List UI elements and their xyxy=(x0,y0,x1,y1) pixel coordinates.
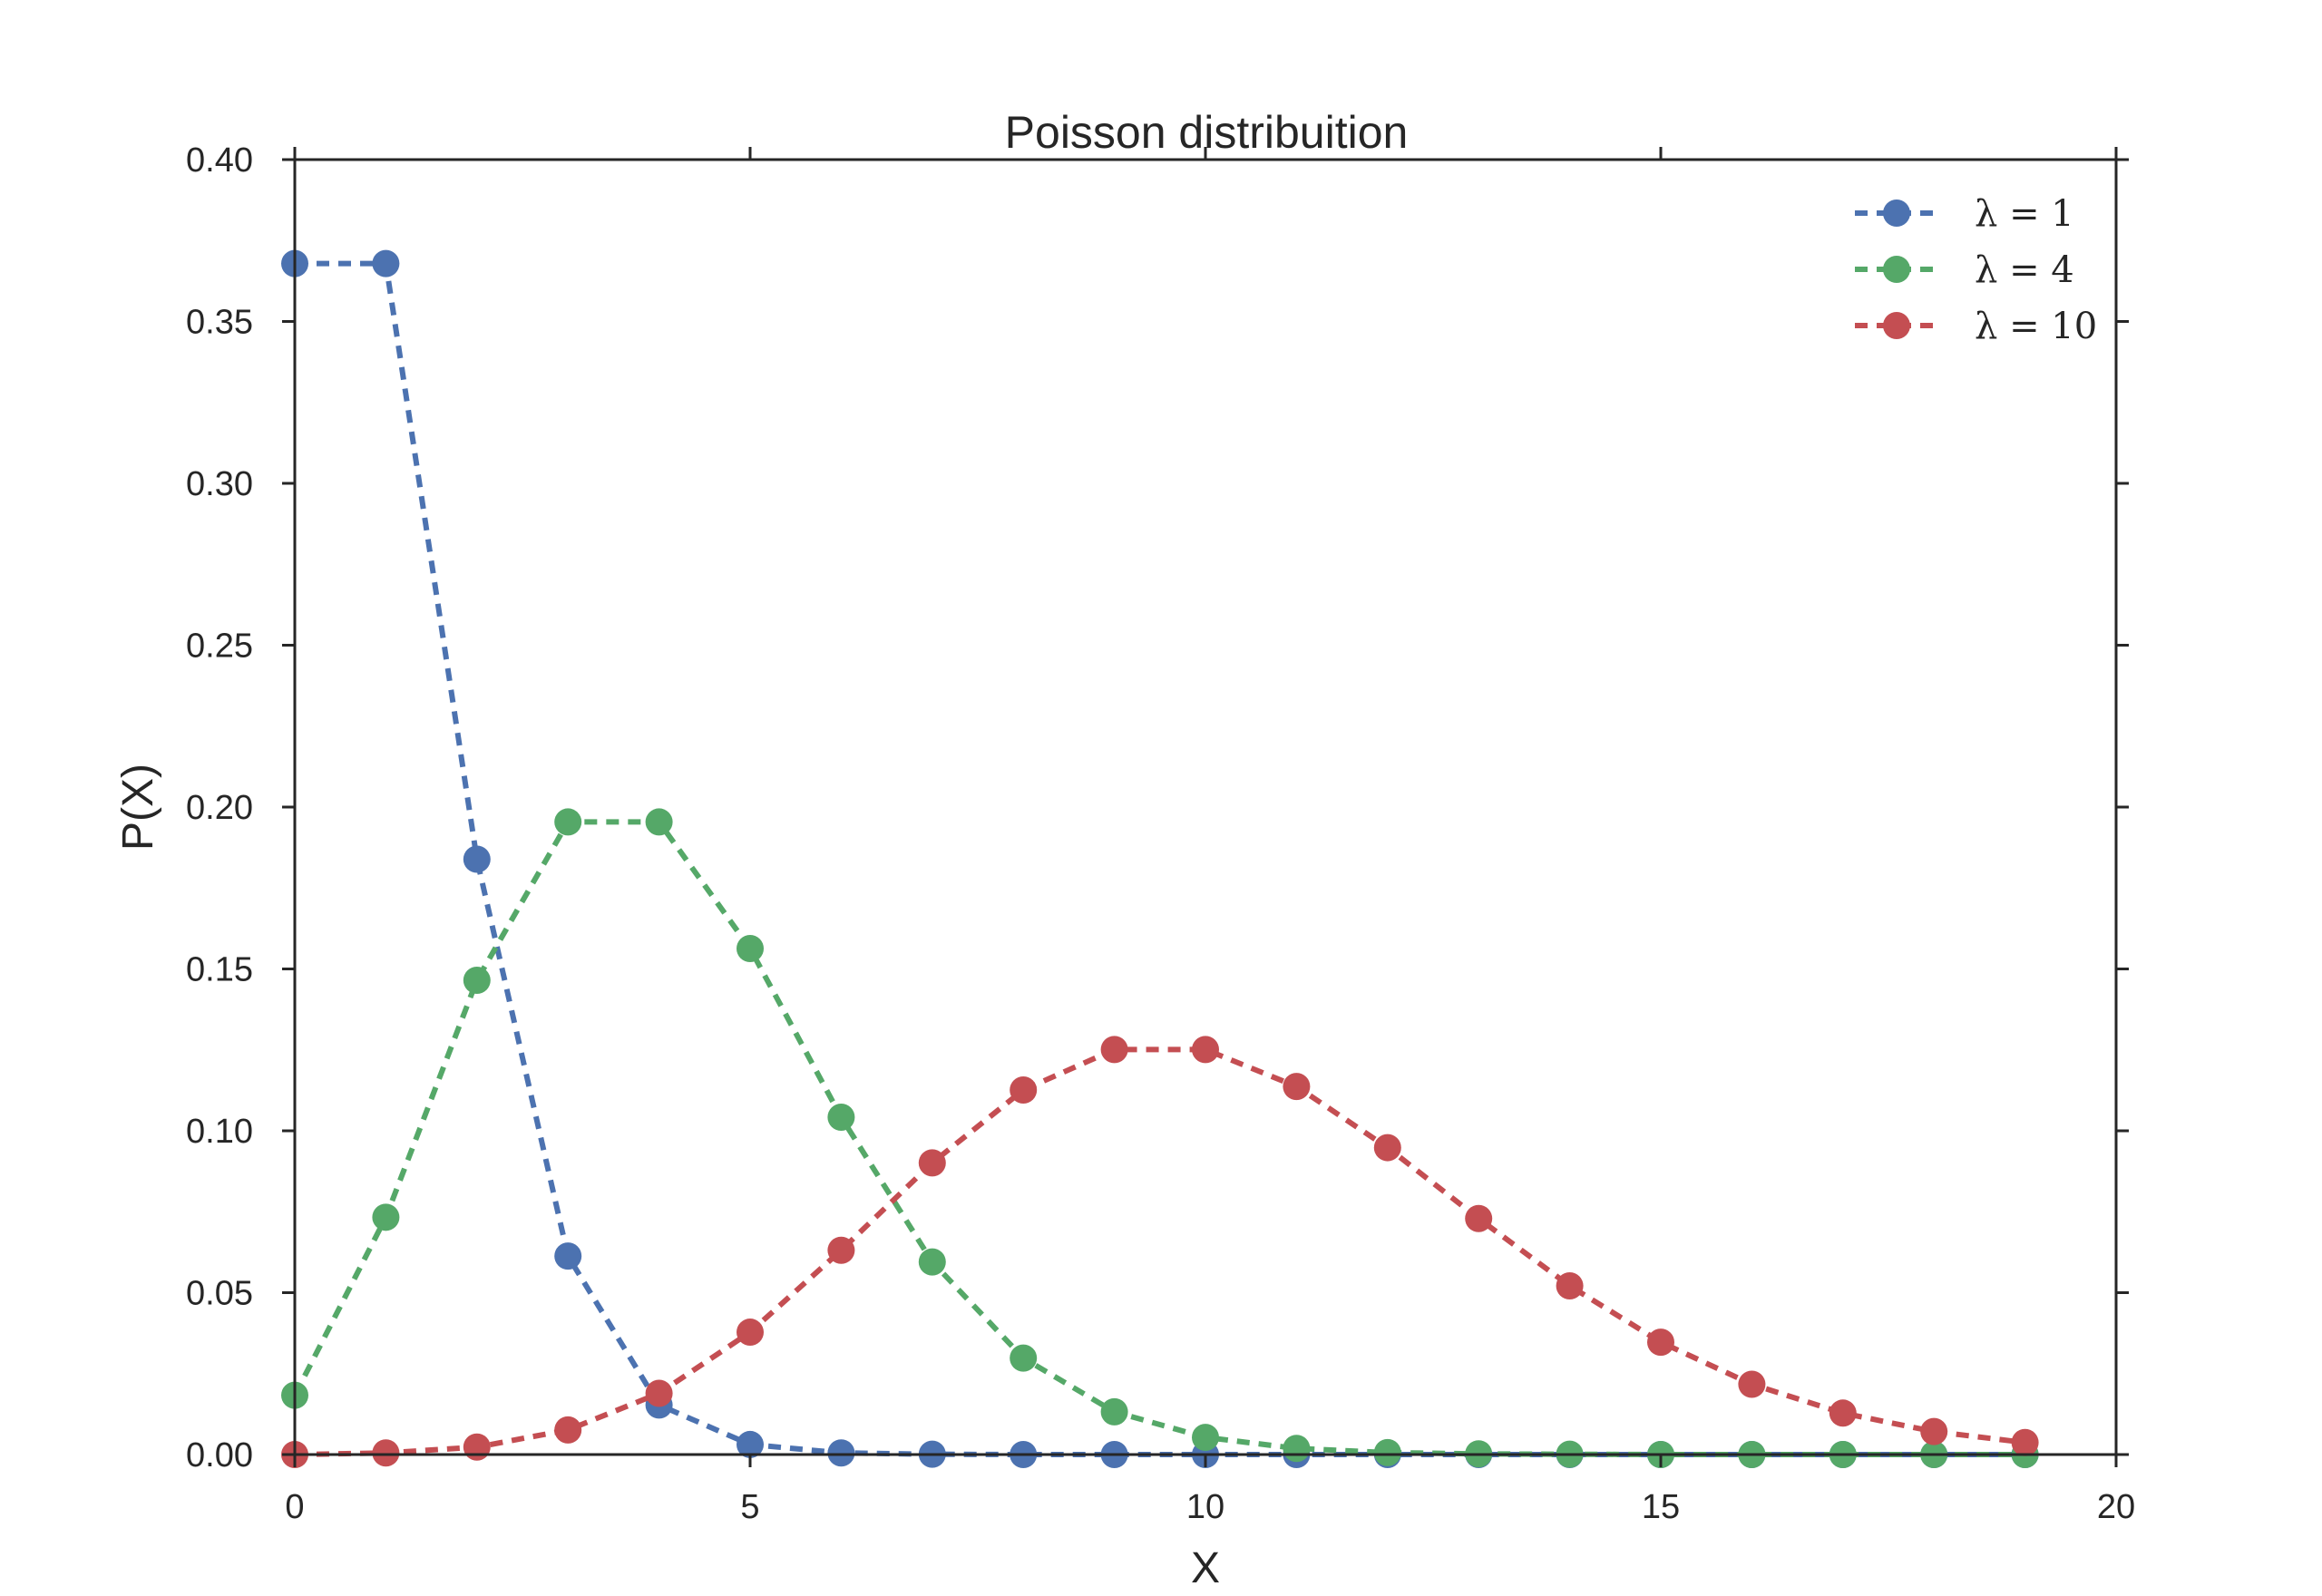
legend-label: λ = 1 xyxy=(1975,193,2074,235)
data-point xyxy=(737,935,764,963)
legend-marker xyxy=(1883,200,1910,227)
data-point xyxy=(463,845,491,873)
data-point xyxy=(1192,1424,1219,1452)
axis-ticks: 0 5 10 15 20 0.00 0.05 0.10 0.15 0.20 0.25 0.30 0.35… xyxy=(186,141,2135,1526)
x-axis-label: X xyxy=(1191,1544,1220,1592)
legend-item: λ = 10 xyxy=(1855,306,2097,347)
data-point xyxy=(827,1104,855,1132)
data-point xyxy=(1010,1344,1038,1372)
y-tick-label: 0.25 xyxy=(186,628,253,666)
data-point xyxy=(1373,1134,1401,1162)
legend-item: λ = 1 xyxy=(1855,193,2074,235)
y-tick-label: 0.35 xyxy=(186,304,253,342)
data-point xyxy=(1100,1036,1128,1064)
data-point xyxy=(463,1433,491,1461)
data-point xyxy=(1373,1438,1401,1466)
plot-area xyxy=(281,249,2039,1468)
data-point xyxy=(827,1439,855,1467)
data-point xyxy=(918,1248,946,1276)
x-tick-label: 20 xyxy=(2097,1488,2135,1526)
series-3 xyxy=(281,1036,2039,1468)
legend: λ = 1 λ = 4 λ = 10 xyxy=(1855,193,2097,347)
data-point xyxy=(1192,1036,1219,1064)
data-point xyxy=(372,1439,400,1467)
data-point xyxy=(918,1149,946,1177)
data-point xyxy=(1100,1397,1128,1426)
x-tick-label: 15 xyxy=(1642,1488,1680,1526)
data-point xyxy=(737,1319,764,1347)
series-2 xyxy=(281,808,2039,1468)
y-axis-label: P(X) xyxy=(114,764,162,851)
data-point xyxy=(1010,1076,1038,1105)
legend-label: λ = 4 xyxy=(1975,249,2074,291)
y-tick-label: 0.00 xyxy=(186,1436,253,1474)
data-point xyxy=(1829,1399,1857,1427)
data-point xyxy=(463,966,491,994)
y-tick-label: 0.05 xyxy=(186,1275,253,1313)
data-point xyxy=(554,1416,582,1444)
data-point xyxy=(645,808,673,836)
y-tick-label: 0.20 xyxy=(186,789,253,827)
legend-label: λ = 10 xyxy=(1975,306,2097,347)
x-tick-label: 0 xyxy=(285,1488,304,1526)
data-point xyxy=(1283,1073,1311,1101)
data-point xyxy=(1465,1204,1493,1232)
y-tick-label: 0.40 xyxy=(186,141,253,180)
legend-marker xyxy=(1883,256,1910,283)
data-point xyxy=(554,1242,582,1270)
data-point xyxy=(1556,1272,1584,1300)
x-tick-label: 5 xyxy=(740,1488,759,1526)
data-point xyxy=(645,1379,673,1407)
data-point xyxy=(554,808,582,836)
series-line xyxy=(294,1046,2025,1457)
data-point xyxy=(827,1236,855,1264)
y-tick-label: 0.30 xyxy=(186,465,253,503)
legend-marker xyxy=(1883,312,1910,339)
x-tick-label: 10 xyxy=(1186,1488,1224,1526)
y-tick-label: 0.10 xyxy=(186,1113,253,1151)
series-line xyxy=(292,819,2025,1457)
data-point xyxy=(372,1203,400,1231)
data-point xyxy=(1920,1417,1948,1445)
data-point xyxy=(2011,1428,2039,1456)
data-point xyxy=(372,249,400,277)
y-tick-label: 0.15 xyxy=(186,951,253,989)
data-point xyxy=(1738,1370,1766,1398)
legend-item: λ = 4 xyxy=(1855,249,2074,291)
data-point xyxy=(1647,1328,1674,1357)
data-point xyxy=(737,1430,764,1458)
series-line xyxy=(295,260,2025,1457)
data-point xyxy=(1283,1435,1311,1463)
